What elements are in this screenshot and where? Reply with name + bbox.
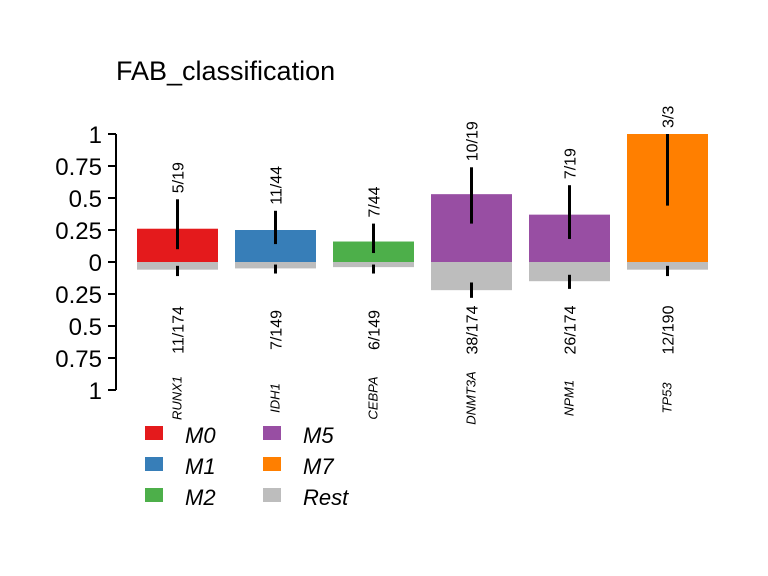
count-label-top: 7/44 bbox=[367, 186, 384, 217]
bar-bottom bbox=[529, 262, 610, 282]
legend-swatch bbox=[263, 426, 281, 440]
legend-label: M2 bbox=[185, 485, 216, 510]
y-tick-label: 1 bbox=[89, 378, 102, 405]
y-tick-label: 0.75 bbox=[55, 346, 102, 373]
gene-label: TP53 bbox=[660, 382, 675, 414]
count-label-top: 3/3 bbox=[661, 106, 678, 128]
count-label-bottom: 11/174 bbox=[171, 306, 188, 354]
count-label-bottom: 12/190 bbox=[661, 305, 678, 354]
chart-title: FAB_classification bbox=[116, 56, 335, 86]
y-tick-label: 0.5 bbox=[69, 314, 102, 341]
count-label-top: 10/19 bbox=[465, 121, 482, 161]
y-tick-label: 0.25 bbox=[55, 282, 102, 309]
legend: M0 M1 M2 M5 M7 Rest bbox=[145, 423, 349, 510]
count-label-bottom: 6/149 bbox=[367, 310, 384, 350]
legend-swatch bbox=[263, 488, 281, 502]
y-tick-label: 0 bbox=[89, 250, 102, 277]
gene-label: CEBPA bbox=[366, 376, 381, 419]
y-axis: 1 0.75 0.5 0.25 0 0.25 0.5 0.75 1 bbox=[55, 122, 117, 405]
legend-label: Rest bbox=[303, 485, 349, 510]
gene-label: DNMT3A bbox=[464, 371, 479, 424]
gene-label: NPM1 bbox=[562, 380, 577, 416]
count-label-top: 7/19 bbox=[563, 148, 580, 179]
legend-label: M5 bbox=[303, 423, 334, 448]
legend-swatch bbox=[145, 488, 163, 502]
gene-label: RUNX1 bbox=[170, 376, 185, 420]
legend-label: M1 bbox=[185, 454, 216, 479]
count-label-top: 5/19 bbox=[171, 162, 188, 193]
count-label-bottom: 38/174 bbox=[465, 305, 482, 354]
legend-swatch bbox=[145, 457, 163, 471]
labels-layer: 5/19 11/174 RUNX1 11/44 7/149 IDH1 7/44 6/149 CE… bbox=[170, 106, 678, 425]
y-tick-label: 1 bbox=[89, 122, 102, 149]
y-tick-label: 0.5 bbox=[69, 186, 102, 213]
bars-layer bbox=[137, 134, 708, 298]
y-tick-label: 0.25 bbox=[55, 218, 102, 245]
legend-swatch bbox=[145, 426, 163, 440]
legend-label: M0 bbox=[185, 423, 216, 448]
gene-label: IDH1 bbox=[268, 383, 283, 413]
y-tick-label: 0.75 bbox=[55, 154, 102, 181]
legend-label: M7 bbox=[303, 454, 334, 479]
count-label-bottom: 26/174 bbox=[563, 305, 580, 354]
legend-swatch bbox=[263, 457, 281, 471]
count-label-top: 11/44 bbox=[269, 166, 286, 205]
count-label-bottom: 7/149 bbox=[269, 310, 286, 350]
